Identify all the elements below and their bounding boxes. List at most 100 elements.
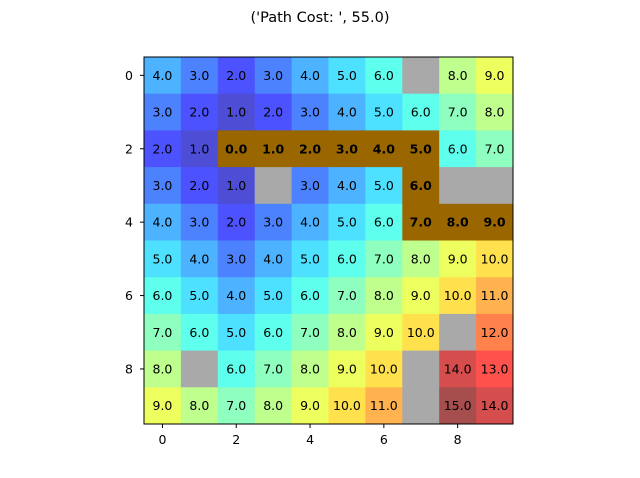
heatmap-cell [328, 350, 366, 388]
cell-value-label: 0.0 [225, 141, 247, 156]
cell-value-label: 1.0 [262, 141, 284, 156]
heatmap-cell [254, 203, 293, 241]
cell-value-label: 6.0 [448, 141, 468, 156]
heatmap-cell [365, 167, 403, 205]
obstacle-cell [180, 350, 219, 388]
heatmap-cell [144, 240, 182, 278]
path-cell [291, 130, 329, 168]
cell-value-label: 6.0 [263, 325, 283, 340]
y-tick-label: 0 [125, 68, 133, 83]
heatmap-cell [439, 130, 477, 168]
path-cell [402, 203, 440, 241]
heatmap-cell [144, 203, 182, 241]
cell-value-label: 7.0 [226, 398, 246, 413]
heatmap-cell [254, 277, 293, 315]
heatmap-cell [476, 277, 514, 315]
cell-value-label: 3.0 [226, 251, 246, 266]
cell-value-label: 4.0 [153, 215, 173, 230]
cell-value-label: 5.0 [300, 251, 320, 266]
cell-value-label: 8.0 [300, 361, 320, 376]
cell-value-label: 8.0 [153, 361, 173, 376]
heatmap-cell [402, 313, 440, 352]
heatmap-cell [476, 93, 514, 131]
x-tick-label: 2 [232, 432, 240, 447]
cell-value-label: 5.0 [337, 215, 357, 230]
heatmap-cell [476, 57, 514, 95]
path-cell [476, 203, 514, 241]
cell-value-label: 8.0 [337, 325, 357, 340]
path-cell [402, 167, 440, 205]
heatmap-cell [254, 240, 293, 278]
cell-value-label: 2.0 [226, 68, 246, 83]
heatmap-cell [365, 277, 403, 315]
cell-value-label: 3.0 [263, 215, 283, 230]
cell-value-label: 6.0 [189, 325, 209, 340]
path-cell [254, 130, 293, 168]
y-tick-label: 4 [125, 215, 133, 230]
heatmap-cell [217, 240, 256, 278]
heatmap-cell [476, 350, 514, 388]
heatmap-cell [180, 313, 219, 352]
cell-value-label: 1.0 [226, 178, 246, 193]
cell-value-label: 4.0 [153, 68, 173, 83]
heatmap-cell [365, 350, 403, 388]
cell-value-label: 7.0 [263, 361, 283, 376]
cell-value-label: 3.0 [336, 141, 358, 156]
cell-value-label: 7.0 [300, 325, 320, 340]
heatmap-cell [291, 313, 329, 352]
cell-value-label: 14.0 [481, 398, 509, 413]
heatmap-cell [144, 350, 182, 388]
cell-value-label: 4.0 [263, 251, 283, 266]
heatmap-cell [365, 387, 403, 425]
cell-value-label: 3.0 [189, 68, 209, 83]
y-tick-label: 2 [125, 141, 133, 156]
cell-value-label: 5.0 [189, 288, 209, 303]
cell-value-label: 5.0 [263, 288, 283, 303]
heatmap-cell [291, 387, 329, 425]
cell-value-label: 5.0 [374, 105, 394, 120]
x-tick-label: 4 [306, 432, 314, 447]
cell-value-label: 8.0 [263, 398, 283, 413]
cell-value-label: 5.0 [226, 325, 246, 340]
cell-value-label: 2.0 [226, 215, 246, 230]
cell-value-label: 6.0 [226, 361, 246, 376]
heatmap-cell [217, 350, 256, 388]
cell-value-label: 13.0 [481, 361, 509, 376]
obstacle-cell [254, 167, 293, 205]
cell-value-label: 1.0 [226, 105, 246, 120]
obstacle-cell [402, 57, 440, 95]
obstacle-cell [439, 167, 477, 205]
cell-value-label: 5.0 [410, 141, 432, 156]
cell-value-label: 7.0 [448, 105, 468, 120]
heatmap-cell [144, 57, 182, 95]
heatmap-cell [217, 313, 256, 352]
x-tick-label: 8 [454, 432, 462, 447]
heatmap-cell [402, 277, 440, 315]
cell-value-label: 9.0 [374, 325, 394, 340]
cell-value-label: 4.0 [337, 178, 357, 193]
cell-value-label: 6.0 [411, 105, 431, 120]
heatmap-cell [217, 167, 256, 205]
cell-value-label: 14.0 [444, 361, 472, 376]
heatmap-cell [476, 387, 514, 425]
cell-value-label: 4.0 [300, 68, 320, 83]
cell-value-label: 8.0 [189, 398, 209, 413]
heatmap-cell [254, 57, 293, 95]
cell-value-label: 5.0 [153, 251, 173, 266]
cell-value-label: 7.0 [485, 141, 505, 156]
chart-title: ('Path Cost: ', 55.0) [251, 10, 390, 26]
heatmap-cell [180, 203, 219, 241]
heatmap-cell [291, 350, 329, 388]
y-tick-label: 8 [125, 361, 133, 376]
heatmap-cell [291, 203, 329, 241]
cell-value-label: 2.0 [189, 178, 209, 193]
heatmap-cell [328, 203, 366, 241]
cell-value-label: 4.0 [226, 288, 246, 303]
cell-value-label: 9.0 [300, 398, 320, 413]
y-tick-label: 6 [125, 288, 133, 303]
heatmap-cell [291, 277, 329, 315]
path-cell [439, 203, 477, 241]
cell-value-label: 12.0 [481, 325, 509, 340]
heatmap-cell [254, 93, 293, 131]
obstacle-cell [402, 387, 440, 425]
